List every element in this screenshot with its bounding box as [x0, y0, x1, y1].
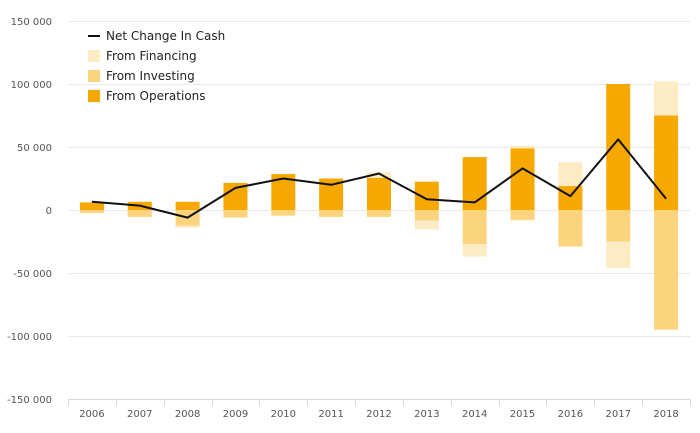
bar-from-operations: [558, 186, 583, 210]
bar-from-investing: [223, 210, 248, 218]
x-tick-label: 2012: [366, 409, 391, 420]
bar-from-financing: [414, 220, 439, 230]
bar-from-operations: [367, 177, 391, 210]
bar-from-investing: [510, 210, 535, 221]
legend-label: From Investing: [106, 69, 195, 83]
y-tick-label: -100 000: [7, 332, 52, 343]
x-tick-label: 2016: [558, 409, 583, 420]
net-change-line: [91, 138, 667, 219]
bars: [79, 81, 679, 330]
bar-from-financing: [367, 172, 391, 178]
bar-from-financing: [175, 225, 200, 228]
x-tick-label: 2010: [271, 409, 296, 420]
x-tick-label: 2007: [127, 409, 152, 420]
bar-from-financing: [462, 244, 487, 257]
bar-from-financing: [654, 81, 679, 116]
bar-from-operations: [175, 201, 200, 210]
bar-from-operations: [510, 148, 535, 210]
bar-from-investing: [558, 210, 583, 247]
gridlines: [68, 21, 690, 400]
x-tick-label: 2018: [653, 409, 678, 420]
x-tick-label: 2014: [462, 409, 487, 420]
legend-label: Net Change In Cash: [106, 29, 225, 43]
x-tick-label: 2006: [79, 409, 104, 420]
bar-from-investing: [79, 210, 104, 214]
bar-from-investing: [367, 210, 391, 217]
legend-label: From Operations: [106, 89, 206, 103]
y-tick-label: 50 000: [17, 143, 52, 154]
legend-swatch: [88, 50, 100, 62]
bar-from-investing: [127, 210, 152, 217]
y-tick-label: 150 000: [11, 17, 52, 28]
x-tick-label: 2017: [606, 409, 631, 420]
y-tick-label: -150 000: [7, 395, 52, 406]
x-tick-label: 2013: [414, 409, 439, 420]
net-change-line-layer: [91, 138, 667, 219]
bar-from-financing: [558, 162, 583, 187]
legend-swatch: [88, 90, 100, 102]
bar-from-investing: [462, 210, 487, 245]
bar-from-financing: [510, 145, 535, 149]
bar-from-investing: [414, 210, 439, 221]
bar-from-investing: [654, 210, 679, 330]
legend-label: From Financing: [106, 49, 197, 63]
x-tick-label: 2011: [318, 409, 343, 420]
bar-from-investing: [271, 210, 296, 216]
legend: Net Change In Cash From Financing From Inv…: [88, 29, 225, 103]
x-tick-label: 2008: [175, 409, 200, 420]
y-axis-tick-labels: -150 000 -100 000 -50 000 0 50 000 100 000 150…: [7, 17, 52, 406]
y-tick-label: 100 000: [11, 80, 52, 91]
bar-from-operations: [654, 115, 679, 210]
x-axis: 2006 2007 2008 2009 2010 2011 2012 2013 2014 2015…: [68, 399, 691, 420]
bar-from-operations: [79, 202, 104, 210]
bar-from-investing: [606, 210, 631, 242]
x-tick-label: 2015: [510, 409, 535, 420]
y-tick-label: -50 000: [13, 269, 52, 280]
x-tick-label: 2009: [223, 409, 248, 420]
bar-from-investing: [319, 210, 344, 217]
bar-from-operations: [606, 84, 631, 210]
y-tick-label: 0: [46, 206, 52, 217]
legend-swatch: [88, 70, 100, 82]
bar-from-financing: [606, 241, 631, 268]
